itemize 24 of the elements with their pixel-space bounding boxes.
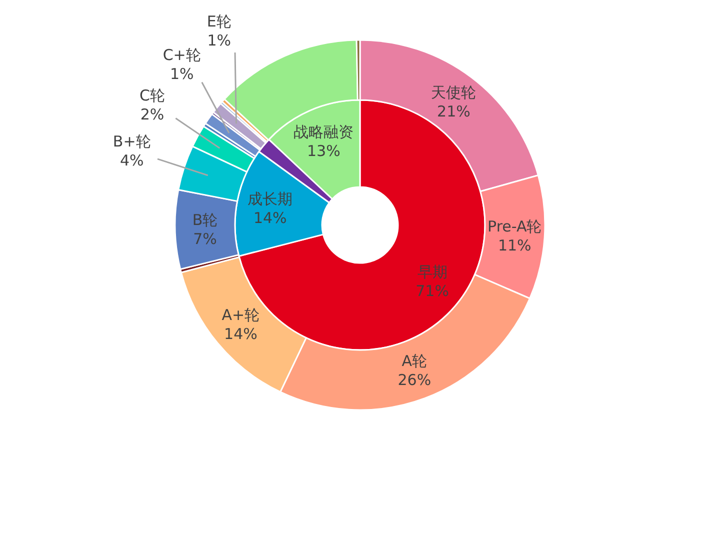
- slice-label: 天使轮: [431, 84, 476, 102]
- data-label: 14%: [224, 324, 258, 343]
- data-label: 26%: [398, 371, 432, 390]
- slice-label: 战略融资: [294, 123, 354, 142]
- slice-label: A+轮: [222, 306, 260, 324]
- data-label: 7%: [193, 230, 217, 248]
- data-label: 11%: [498, 236, 532, 255]
- slice-label: 成长期: [248, 190, 293, 208]
- data-label: 13%: [306, 142, 340, 160]
- slice-label: A轮: [402, 352, 428, 370]
- slice-label: 早期: [417, 263, 448, 282]
- data-label: 21%: [437, 102, 470, 121]
- data-label: 71%: [416, 282, 449, 300]
- data-label: 14%: [253, 208, 287, 227]
- data-label: 4%: [120, 152, 144, 170]
- slice-label: B轮: [192, 210, 218, 229]
- slice-label: C轮: [140, 86, 166, 105]
- slice-label: C+轮: [162, 46, 201, 64]
- slice-label: Pre-A轮: [488, 218, 542, 236]
- data-label: 1%: [207, 32, 232, 50]
- slice-label: E轮: [206, 12, 232, 31]
- data-label: 1%: [170, 65, 194, 84]
- slice-label: B+轮: [112, 132, 151, 151]
- data-label: 2%: [140, 106, 164, 124]
